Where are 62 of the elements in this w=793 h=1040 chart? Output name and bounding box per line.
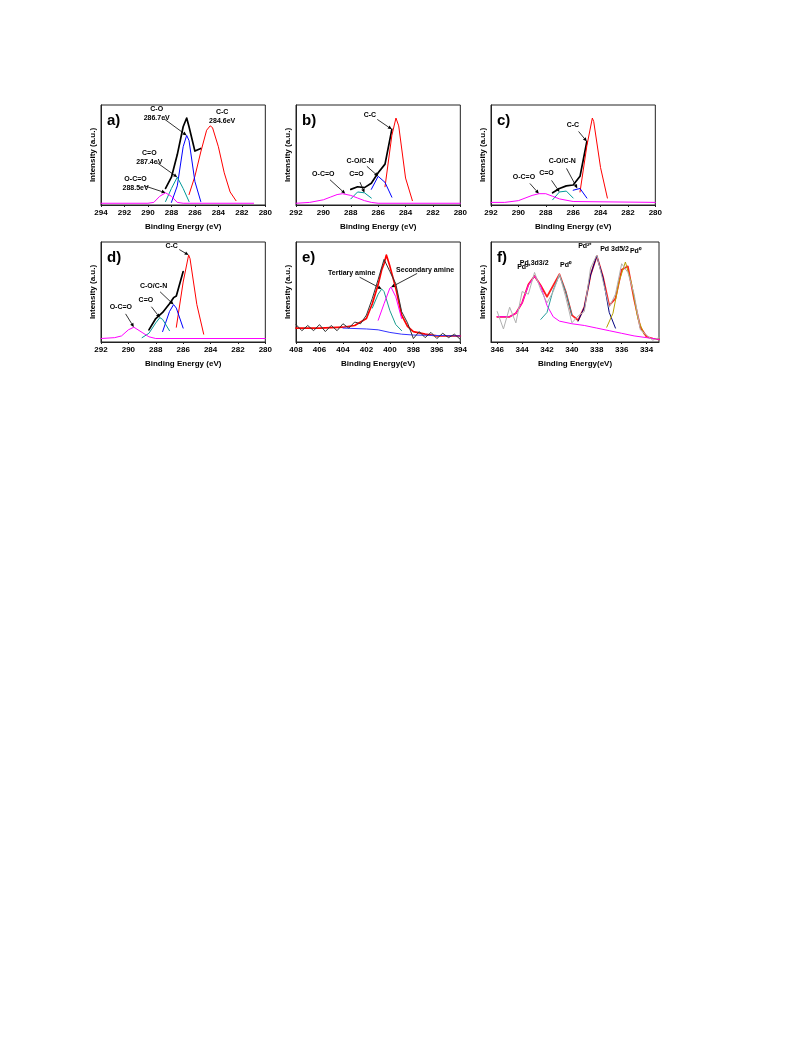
x-tick-label: 288 (344, 207, 358, 217)
x-tick-label: 288 (164, 207, 179, 217)
x-tick-label: 290 (121, 344, 136, 354)
x-tick-label: 290 (316, 207, 331, 217)
x-tick-label: 290 (511, 207, 526, 217)
x-tick-label: 290 (141, 207, 156, 217)
x-tick-label: 286 (188, 207, 203, 217)
x-tick-label: 282 (231, 344, 246, 354)
y-axis-title: Intensity (a.u.) (87, 264, 97, 320)
chart-title: a) (107, 111, 121, 128)
y-axis-title: Intensity (a.u.) (282, 127, 292, 183)
x-tick-label: 292 (289, 207, 304, 217)
x-tick-label: 284 (203, 344, 218, 354)
x-tick-label: 282 (426, 207, 441, 217)
x-tick-label: 292 (117, 207, 132, 217)
x-tick-label: 334 (639, 344, 654, 354)
x-tick-label: 402 (359, 344, 374, 354)
x-tick-label: 282 (621, 207, 636, 217)
x-tick-label: 396 (430, 344, 445, 354)
chart-title: b) (302, 111, 317, 128)
x-tick-label: 404 (336, 344, 351, 354)
x-tick-label: 282 (235, 207, 250, 217)
x-tick-label: 394 (453, 344, 468, 354)
x-tick-label: 344 (515, 344, 530, 354)
x-tick-label: 336 (614, 344, 629, 354)
x-axis-title: Binding Energy(eV) (341, 358, 416, 368)
x-tick-label: 406 (312, 344, 327, 354)
x-tick-label: 284 (593, 207, 608, 217)
y-axis-title: Intensity (a.u.) (477, 127, 487, 183)
chart-title: d) (107, 248, 122, 265)
y-axis-title: Intensity (a.u.) (87, 127, 97, 183)
x-tick-label: 408 (289, 344, 304, 354)
x-axis-title: Binding Energy (eV) (144, 358, 222, 368)
x-axis-title: Binding Energy (eV) (339, 221, 417, 231)
x-tick-label: 280 (453, 207, 468, 217)
x-tick-label: 280 (258, 207, 273, 217)
x-tick-label: 286 (371, 207, 386, 217)
x-tick-label: 292 (484, 207, 499, 217)
x-tick-label: 292 (94, 344, 109, 354)
x-tick-label: 400 (383, 344, 398, 354)
x-tick-label: 286 (176, 344, 191, 354)
x-tick-label: 338 (590, 344, 604, 354)
x-axis-title: Binding Energy (eV) (144, 221, 222, 231)
chart-title: e) (302, 248, 316, 265)
x-tick-label: 346 (490, 344, 505, 354)
chart-title: f) (497, 248, 507, 265)
x-tick-label: 286 (566, 207, 581, 217)
x-tick-label: 284 (211, 207, 226, 217)
x-tick-label: 280 (258, 344, 273, 354)
y-axis-title: Intensity (a.u.) (282, 264, 292, 320)
x-tick-label: 280 (648, 207, 663, 217)
x-tick-label: 294 (94, 207, 109, 217)
x-tick-label: 284 (398, 207, 413, 217)
x-tick-label: 398 (406, 344, 421, 354)
chart-title: c) (497, 111, 511, 128)
x-tick-label: 288 (539, 207, 553, 217)
x-tick-label: 342 (540, 344, 555, 354)
x-tick-label: 340 (565, 344, 580, 354)
x-axis-title: Binding Energy (eV) (534, 221, 612, 231)
x-axis-title: Binding Energy(eV) (537, 358, 613, 368)
x-tick-label: 288 (149, 344, 163, 354)
y-axis-title: Intensity (a.u.) (477, 264, 487, 320)
